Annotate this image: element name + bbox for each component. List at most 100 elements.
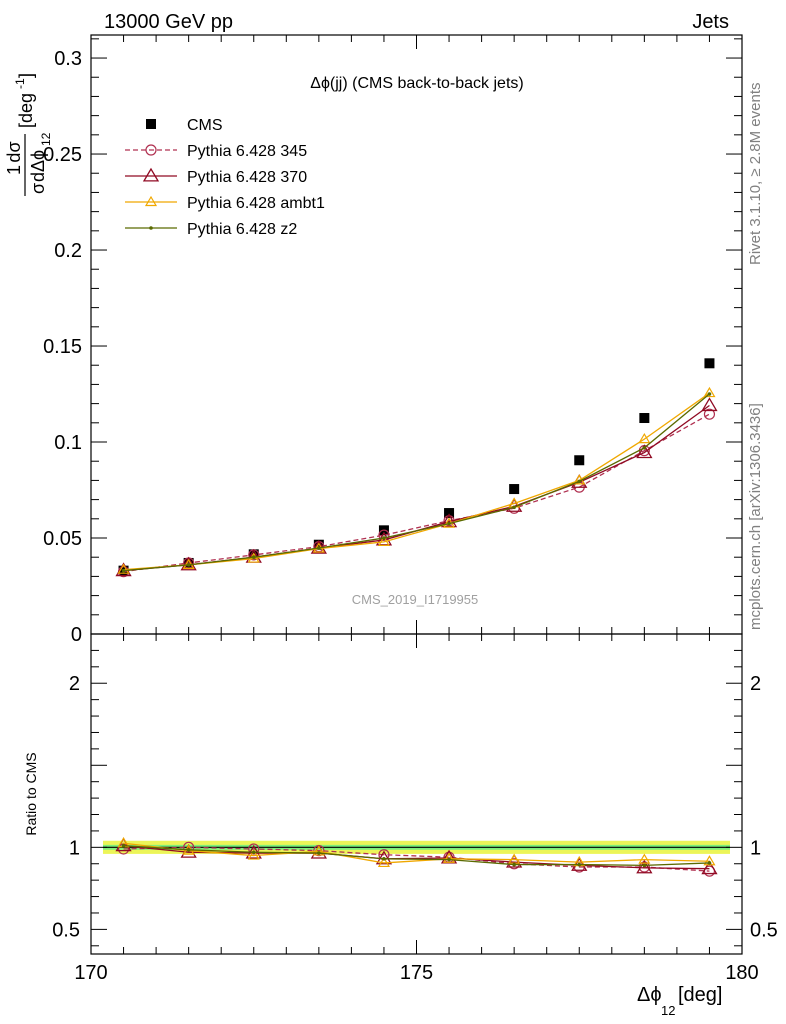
y-tick-label: 0.3 bbox=[54, 48, 82, 70]
data-point bbox=[577, 862, 582, 867]
data-point bbox=[707, 861, 712, 865]
data-point bbox=[186, 847, 191, 852]
data-point bbox=[703, 855, 716, 866]
data-point bbox=[377, 535, 390, 546]
data-point bbox=[509, 484, 520, 495]
legend-label: Pythia 6.428 z2 bbox=[187, 221, 297, 238]
xlabel-subscript: 12 bbox=[661, 1003, 675, 1018]
data-point bbox=[149, 226, 153, 230]
data-point bbox=[638, 432, 651, 444]
rivet-version-label: Rivet 3.1.10, ≥ 2.8M events bbox=[747, 83, 764, 266]
data-point bbox=[247, 849, 260, 860]
data-point bbox=[577, 479, 582, 484]
series-pythia-6-428-z2 bbox=[121, 392, 712, 573]
data-point bbox=[703, 408, 716, 420]
data-point bbox=[574, 455, 585, 466]
data-point bbox=[642, 445, 647, 450]
x-tick-label: 170 bbox=[74, 962, 107, 984]
data-point bbox=[639, 413, 650, 424]
plot-title: Δϕ(jj) (CMS back-to-back jets) bbox=[310, 75, 523, 92]
x-tick-label: 180 bbox=[725, 962, 758, 984]
data-point bbox=[382, 536, 386, 540]
x-axis-label: Δϕ 12 [deg] bbox=[637, 984, 722, 1018]
ratio-y-axis-label: Ratio to CMS bbox=[23, 752, 39, 835]
data-point bbox=[512, 505, 516, 510]
x-tick-labels: 170 175 180 bbox=[74, 962, 758, 984]
ylabel-unit-close: ] bbox=[16, 73, 36, 78]
ylabel-den-subscript: 12 bbox=[39, 132, 53, 146]
data-point bbox=[251, 850, 256, 855]
data-point bbox=[701, 860, 718, 875]
ratio-y-tick-label-right: 2 bbox=[750, 673, 761, 695]
data-point bbox=[703, 386, 716, 398]
ratio-axis-ticks: 0.5 0.5 1 1 2 2 bbox=[52, 634, 778, 954]
data-point bbox=[447, 521, 451, 526]
legend-label: Pythia 6.428 370 bbox=[187, 169, 307, 186]
ylabel-den-sigma: σ bbox=[28, 183, 48, 194]
legend-label: CMS bbox=[187, 117, 223, 134]
series-line bbox=[123, 405, 710, 572]
legend-entry: Pythia 6.428 ambt1 bbox=[125, 195, 325, 212]
data-point bbox=[186, 563, 191, 567]
ratio-y-tick-label: 1 bbox=[69, 837, 80, 859]
legend-label: Pythia 6.428 ambt1 bbox=[187, 195, 325, 212]
y-tick-label: 0 bbox=[71, 624, 82, 646]
data-point bbox=[636, 859, 653, 874]
data-point bbox=[377, 856, 390, 868]
ratio-plot-frame bbox=[90, 633, 743, 955]
data-point bbox=[251, 555, 256, 560]
data-point bbox=[642, 863, 647, 868]
ratio-panel: 0.5 0.5 1 1 2 2 Ratio to CMS bbox=[23, 633, 778, 955]
series-line bbox=[123, 393, 710, 572]
y-tick-label: 0.05 bbox=[43, 528, 82, 550]
header-category-label: Jets bbox=[692, 11, 729, 33]
data-point bbox=[443, 852, 456, 863]
ylabel-num-one: 1 bbox=[4, 165, 24, 175]
data-point bbox=[312, 845, 325, 856]
ratio-series-group bbox=[115, 837, 718, 877]
data-point bbox=[636, 444, 653, 459]
xlabel-main: Δϕ bbox=[637, 984, 662, 1006]
series-pythia-6-428-ambt1 bbox=[117, 386, 716, 574]
data-point bbox=[142, 167, 160, 182]
y-tick-label: 0.25 bbox=[43, 144, 82, 166]
ylabel-num-dsigma: dσ bbox=[4, 141, 24, 162]
data-point bbox=[121, 843, 126, 848]
series-pythia-6-428-ambt1 bbox=[117, 837, 716, 868]
main-panel: Δϕ(jj) (CMS back-to-back jets) CMS_2019_… bbox=[4, 34, 743, 646]
y-tick-label: 0.2 bbox=[54, 240, 82, 262]
legend-entry: Pythia 6.428 345 bbox=[125, 143, 307, 160]
data-point bbox=[444, 508, 455, 519]
main-axis-ticks: 0 0.05 0.1 0.15 0.2 0.25 0.3 bbox=[43, 35, 743, 646]
legend-entry: Pythia 6.428 370 bbox=[125, 167, 307, 186]
series-pythia-6-428-z2 bbox=[121, 843, 712, 868]
data-point bbox=[317, 851, 321, 855]
main-y-axis-label: 1 dσ σ dΔϕ 12 [deg -1 ] bbox=[4, 73, 53, 196]
ratio-y-tick-label-right: 0.5 bbox=[750, 919, 778, 941]
main-series-group bbox=[115, 358, 718, 578]
legend-entry: CMS bbox=[146, 117, 223, 134]
series-pythia-6-428-345 bbox=[117, 408, 716, 578]
analysis-watermark: CMS_2019_I1719955 bbox=[352, 592, 479, 607]
data-point bbox=[707, 392, 712, 396]
ratio-y-tick-label-right: 1 bbox=[750, 837, 761, 859]
ylabel-unit-sup: -1 bbox=[13, 78, 27, 89]
data-point bbox=[638, 853, 651, 864]
data-point bbox=[375, 850, 393, 865]
y-tick-label: 0.15 bbox=[43, 336, 82, 358]
series-pythia-6-428-370 bbox=[115, 397, 718, 577]
xlabel-unit: [deg] bbox=[678, 984, 722, 1006]
data-point bbox=[447, 857, 451, 862]
series-line bbox=[123, 845, 710, 867]
data-point bbox=[144, 195, 158, 207]
data-point bbox=[121, 568, 126, 573]
series-line bbox=[123, 842, 710, 864]
data-point bbox=[512, 862, 516, 867]
header-beam-label: 13000 GeV pp bbox=[104, 11, 233, 33]
series-cms bbox=[118, 358, 715, 576]
legend-label: Pythia 6.428 345 bbox=[187, 143, 307, 160]
ylabel-unit-open: [deg bbox=[16, 93, 36, 128]
x-tick-label: 175 bbox=[400, 962, 433, 984]
data-point bbox=[146, 119, 156, 129]
data-point bbox=[117, 563, 130, 574]
